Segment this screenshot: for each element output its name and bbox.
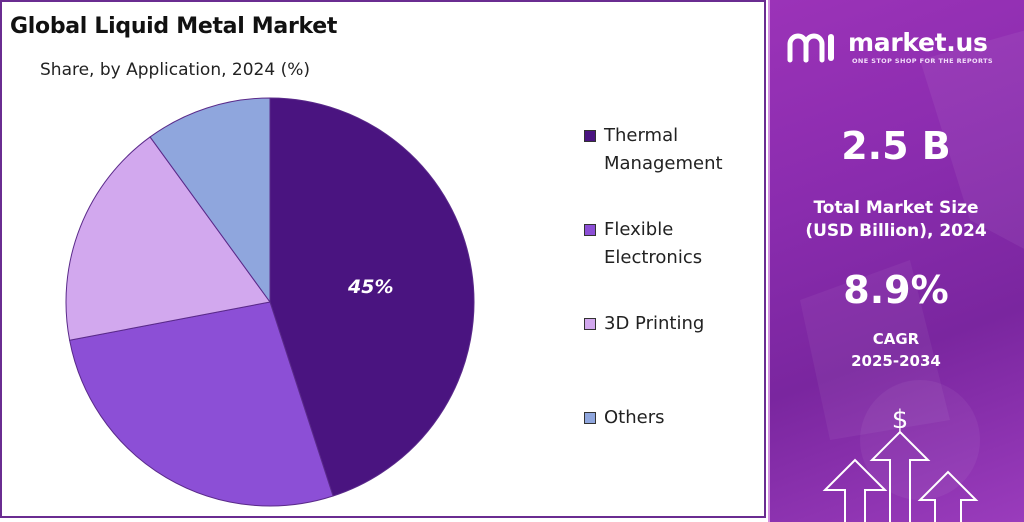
market-us-logo-icon <box>787 33 834 63</box>
chart-title: Global Liquid Metal Market <box>10 14 338 39</box>
legend-swatch <box>584 318 596 330</box>
legend-swatch <box>584 412 596 424</box>
legend-item: Thermal Management <box>584 122 754 178</box>
chart-subtitle: Share, by Application, 2024 (%) <box>40 60 310 80</box>
cagr-label-line1: CAGR <box>872 330 920 348</box>
growth-arrows-icon <box>822 430 979 522</box>
legend-label: Thermal Management <box>604 125 723 174</box>
legend-swatch <box>584 224 596 236</box>
cagr-value: 8.9% <box>843 268 949 312</box>
chart-legend: Thermal Management Flexible Electronics 3D P… <box>584 122 764 442</box>
pie-slice-others <box>149 97 271 304</box>
legend-item: Flexible Electronics <box>584 216 754 272</box>
pie-slice-3d-printing <box>65 136 271 341</box>
brand: market.us ONE STOP SHOP FOR THE REPORTS <box>786 28 1018 68</box>
market-size-label-line2: (USD Billion), 2024 <box>805 221 987 241</box>
legend-label: Flexible Electronics <box>604 219 703 268</box>
market-size-value: 2.5 B <box>841 124 951 168</box>
svg-text:$: $ <box>892 405 909 435</box>
pie-slice-flexible-electronics <box>69 301 334 507</box>
pie-data-label: 45% <box>347 276 393 298</box>
market-size-label-line1: Total Market Size <box>813 198 979 218</box>
pie-chart: 45% <box>65 97 475 507</box>
brand-name: market.us <box>848 28 988 57</box>
chart-panel: Global Liquid Metal Market Share, by App… <box>0 0 766 518</box>
summary-panel: market.us ONE STOP SHOP FOR THE REPORTS … <box>768 0 1024 522</box>
legend-label: 3D Printing <box>604 313 705 334</box>
legend-item: Others <box>584 404 754 432</box>
legend-item: 3D Printing <box>584 310 754 338</box>
background-decoration <box>800 30 1024 500</box>
cagr-label-line2: 2025-2034 <box>851 352 941 370</box>
legend-label: Others <box>604 407 665 428</box>
brand-tagline: ONE STOP SHOP FOR THE REPORTS <box>852 57 993 65</box>
pie-slice-thermal-management <box>269 97 475 497</box>
dollar-icon: $ <box>892 405 909 435</box>
legend-swatch <box>584 130 596 142</box>
